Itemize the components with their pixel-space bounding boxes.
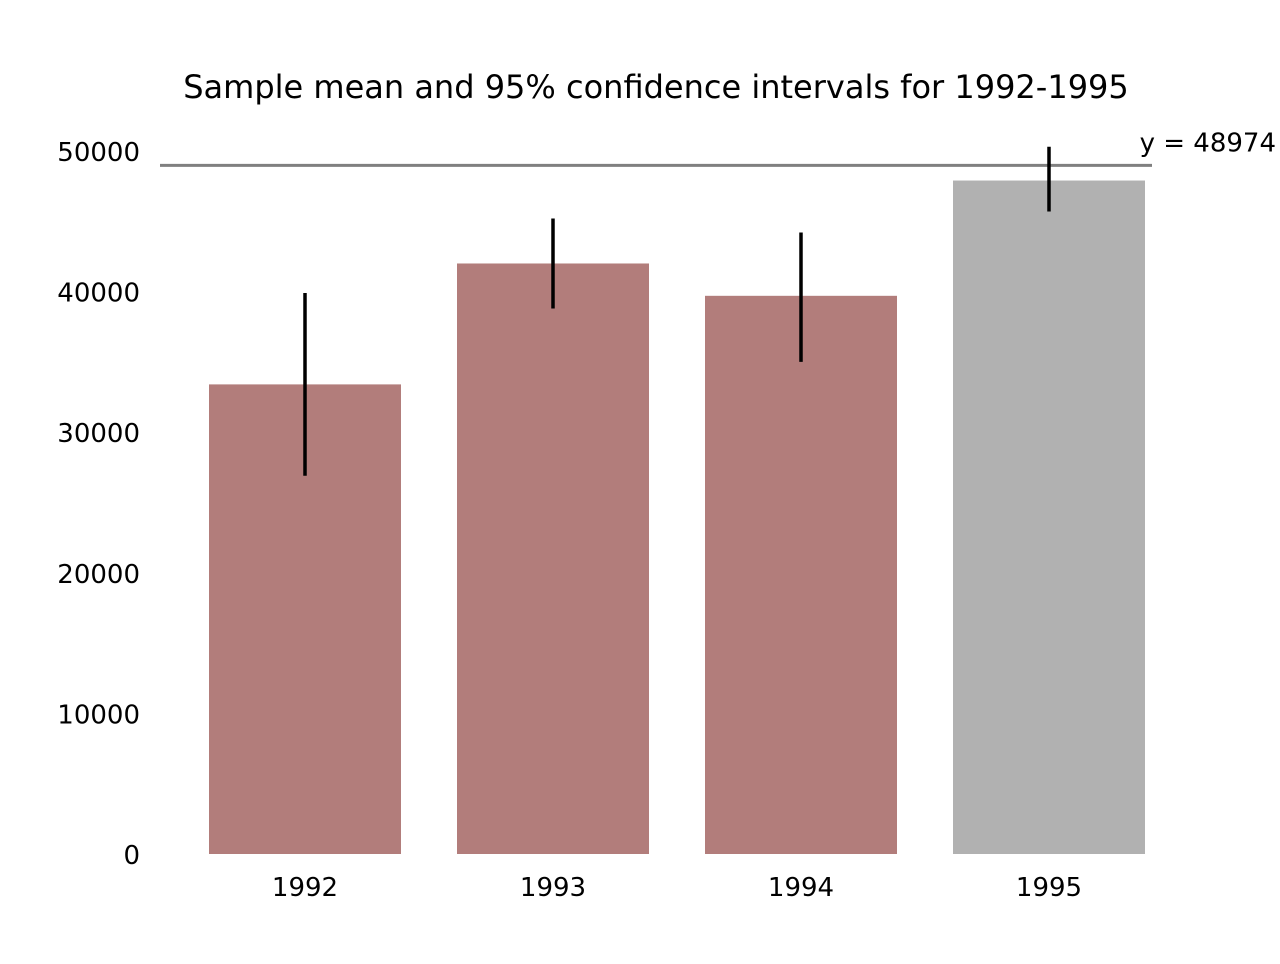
error-bars <box>303 146 1051 476</box>
x-tick-label: 1992 <box>272 873 338 903</box>
bar-1995 <box>953 180 1145 854</box>
y-tick-label: 30000 <box>57 419 140 449</box>
y-tick-label: 10000 <box>57 700 140 730</box>
x-tick-label: 1995 <box>1016 873 1082 903</box>
bar-1994 <box>705 295 897 854</box>
x-tick-label: 1993 <box>520 873 586 903</box>
bars <box>209 180 1145 855</box>
bar-1993 <box>457 263 649 855</box>
reference-line-label: y = 48974 <box>1140 128 1276 158</box>
chart-title: Sample mean and 95% confidence intervals… <box>183 68 1129 106</box>
y-tick-label: 50000 <box>57 138 140 168</box>
y-tick-label: 40000 <box>57 279 140 309</box>
y-tick-label: 0 <box>123 841 140 871</box>
x-tick-label: 1994 <box>768 873 834 903</box>
x-axis: 1992 1993 1994 1995 <box>272 873 1082 903</box>
y-tick-label: 20000 <box>57 560 140 590</box>
reference-line-group: y = 48974 <box>160 128 1276 167</box>
y-axis: 0 10000 20000 30000 40000 50000 <box>57 138 140 871</box>
